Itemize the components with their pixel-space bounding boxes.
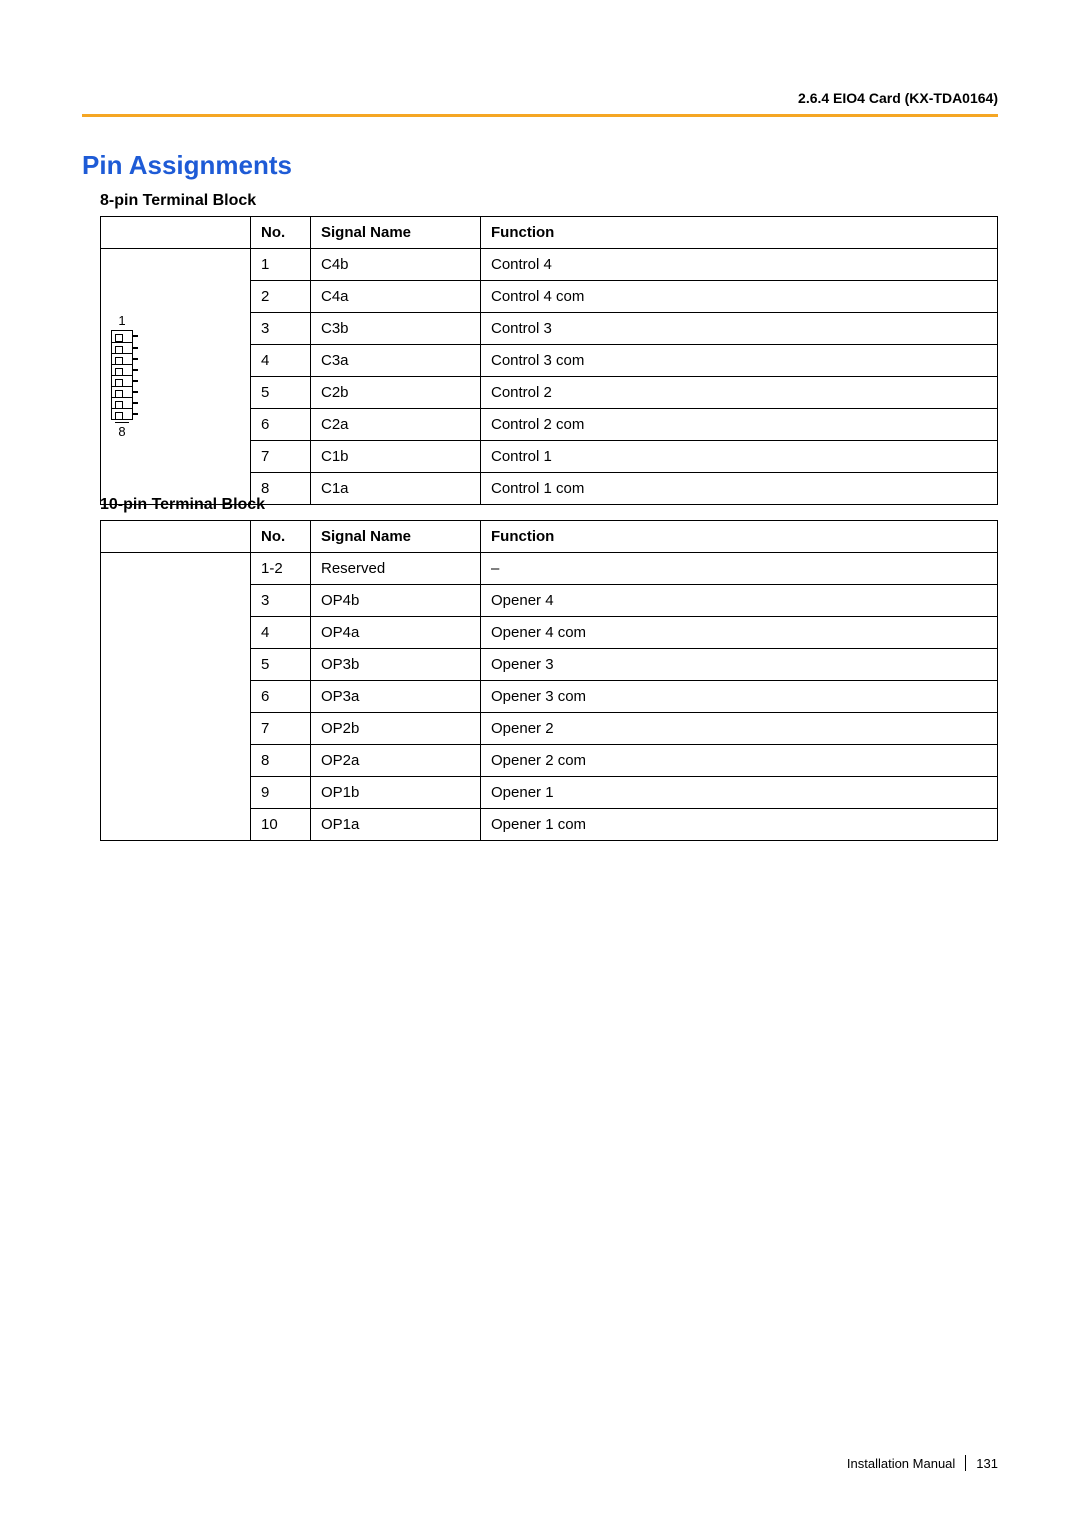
header-section-ref: 2.6.4 EIO4 Card (KX-TDA0164) (798, 90, 998, 106)
header-no: No. (251, 521, 311, 553)
subheading-10pin: 10-pin Terminal Block (100, 496, 998, 514)
table-row: 1-2 Reserved – (101, 553, 998, 585)
cell-signal: OP2a (311, 745, 481, 777)
cell-no: 6 (251, 681, 311, 713)
cell-func: Control 4 com (481, 281, 998, 313)
header-signal: Signal Name (311, 521, 481, 553)
cell-no: 5 (251, 649, 311, 681)
connector-diagram-cell (101, 553, 251, 841)
cell-signal: OP4a (311, 617, 481, 649)
cell-no: 5 (251, 377, 311, 409)
cell-func: – (481, 553, 998, 585)
footer-page-number: 131 (976, 1456, 998, 1471)
footer-separator (965, 1455, 966, 1471)
cell-signal: OP1a (311, 809, 481, 841)
header-blank (101, 217, 251, 249)
cell-no: 2 (251, 281, 311, 313)
page: 2.6.4 EIO4 Card (KX-TDA0164) Pin Assignm… (0, 0, 1080, 1527)
cell-signal: OP2b (311, 713, 481, 745)
cell-no: 1 (251, 249, 311, 281)
block-8pin: 8-pin Terminal Block No. Signal Name Fun… (100, 192, 998, 505)
connector-8pin-icon: 1 8 (111, 313, 133, 440)
header-signal: Signal Name (311, 217, 481, 249)
cell-signal: C2b (311, 377, 481, 409)
header-rule (82, 114, 998, 117)
cell-signal: OP3a (311, 681, 481, 713)
table-header-row: No. Signal Name Function (101, 217, 998, 249)
section-title: Pin Assignments (82, 150, 292, 181)
cell-no: 8 (251, 745, 311, 777)
cell-signal: C3a (311, 345, 481, 377)
cell-signal: C4b (311, 249, 481, 281)
cell-func: Control 3 com (481, 345, 998, 377)
connector-body (111, 330, 133, 420)
connector-diagram-cell: 1 8 (101, 249, 251, 505)
table-header-row: No. Signal Name Function (101, 521, 998, 553)
cell-signal: OP4b (311, 585, 481, 617)
connector-label-bottom: 8 (115, 422, 129, 439)
table-row: 1 8 1 C4b Control 4 (101, 249, 998, 281)
cell-signal: OP3b (311, 649, 481, 681)
footer-manual-label: Installation Manual (847, 1456, 955, 1471)
cell-no: 4 (251, 345, 311, 377)
table-8pin: No. Signal Name Function 1 8 (100, 216, 998, 505)
cell-signal: Reserved (311, 553, 481, 585)
header-function: Function (481, 521, 998, 553)
cell-func: Opener 1 com (481, 809, 998, 841)
cell-func: Opener 4 com (481, 617, 998, 649)
cell-func: Control 3 (481, 313, 998, 345)
cell-no: 9 (251, 777, 311, 809)
cell-func: Control 1 (481, 441, 998, 473)
cell-no: 1-2 (251, 553, 311, 585)
cell-signal: C3b (311, 313, 481, 345)
table-10pin: No. Signal Name Function 1-2 Reserved – … (100, 520, 998, 841)
cell-func: Opener 2 com (481, 745, 998, 777)
cell-func: Opener 3 com (481, 681, 998, 713)
cell-no: 4 (251, 617, 311, 649)
cell-no: 3 (251, 585, 311, 617)
cell-no: 7 (251, 713, 311, 745)
cell-func: Control 2 (481, 377, 998, 409)
cell-signal: C1b (311, 441, 481, 473)
cell-func: Control 2 com (481, 409, 998, 441)
header-no: No. (251, 217, 311, 249)
cell-no: 3 (251, 313, 311, 345)
cell-no: 10 (251, 809, 311, 841)
footer: Installation Manual 131 (847, 1455, 998, 1471)
cell-no: 6 (251, 409, 311, 441)
block-10pin: 10-pin Terminal Block No. Signal Name Fu… (100, 496, 998, 841)
cell-func: Control 4 (481, 249, 998, 281)
cell-no: 7 (251, 441, 311, 473)
cell-func: Opener 2 (481, 713, 998, 745)
connector-label-top: 1 (111, 313, 133, 328)
cell-func: Opener 3 (481, 649, 998, 681)
cell-func: Opener 1 (481, 777, 998, 809)
subheading-8pin: 8-pin Terminal Block (100, 192, 998, 210)
cell-signal: C4a (311, 281, 481, 313)
header-function: Function (481, 217, 998, 249)
cell-signal: C2a (311, 409, 481, 441)
header-blank (101, 521, 251, 553)
cell-func: Opener 4 (481, 585, 998, 617)
cell-signal: OP1b (311, 777, 481, 809)
